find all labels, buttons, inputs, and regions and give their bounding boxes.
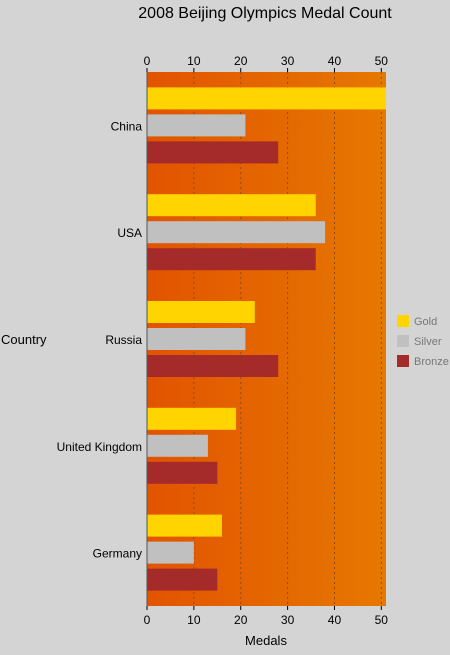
legend: Gold Silver Bronze [397,315,449,368]
bar-bronze [147,141,279,164]
bar-silver [147,221,326,244]
y-axis-label: Country [1,332,47,347]
bar-bronze [147,355,279,377]
chart-title: 2008 Beijing Olympics Medal Count [138,5,392,22]
x-tick-label-top: 20 [234,54,248,68]
x-tick-label-bottom: 30 [281,613,295,627]
bar-gold [147,301,255,323]
bar-gold [147,194,316,217]
bar-silver [147,328,246,350]
x-tick-label-top: 10 [187,54,201,68]
x-tick-label-top: 40 [328,54,342,68]
legend-label-silver: Silver [414,336,442,348]
bar-gold [147,514,222,537]
x-tick-label-bottom: 50 [375,613,389,627]
legend-label-gold: Gold [414,316,437,328]
x-tick-label-bottom: 0 [144,613,151,627]
legend-label-bronze: Bronze [414,356,449,368]
bar-bronze [147,248,316,271]
x-tick-label-bottom: 20 [234,613,248,627]
x-tick-label-top: 30 [281,54,295,68]
bars [147,87,386,591]
legend-swatch-gold [397,315,409,327]
legend-swatch-silver [397,335,409,347]
x-tick-label-bottom: 40 [328,613,342,627]
bar-silver [147,434,208,457]
bar-bronze [147,568,218,591]
bar-bronze [147,461,218,484]
y-tick-label: USA [117,226,142,240]
axes: 0 0 10 10 20 20 30 30 40 40 50 50 China USA Russia Unit… [57,54,389,627]
y-tick-label: United Kingdom [57,440,142,454]
x-tick-label-top: 0 [144,54,151,68]
legend-swatch-bronze [397,355,409,367]
bar-gold [147,407,237,430]
y-tick-label: Germany [93,547,142,561]
x-axis-label: Medals [245,633,287,648]
bar-gold [147,87,386,110]
bar-silver [147,114,246,137]
x-tick-label-top: 50 [375,54,389,68]
y-tick-label: Russia [105,333,142,347]
bar-silver [147,541,194,564]
y-tick-label: China [111,119,143,133]
x-tick-label-bottom: 10 [187,613,201,627]
